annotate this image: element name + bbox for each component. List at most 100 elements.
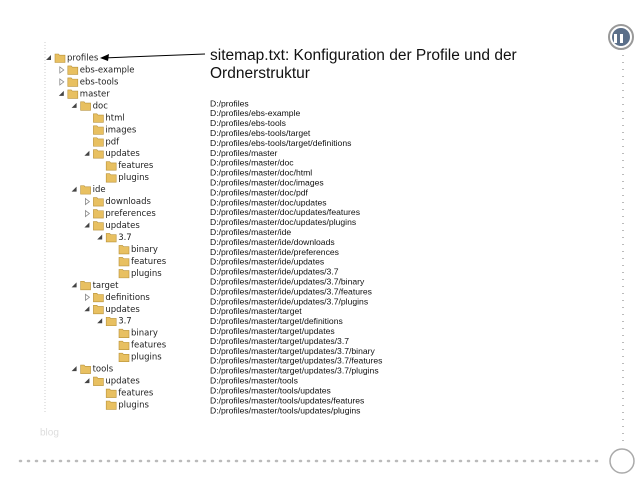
collapse-arrow bbox=[59, 66, 65, 74]
expand-arrow bbox=[97, 318, 103, 324]
path-line: D:/profiles/master/target/updates/3.7/fe… bbox=[210, 356, 382, 366]
path-line: D:/profiles/master/ide/preferences bbox=[210, 247, 339, 257]
folder-label: target bbox=[93, 281, 120, 291]
folder-label: updates bbox=[105, 221, 140, 231]
folder-label: ebs-tools bbox=[80, 77, 119, 87]
folder-label: plugins bbox=[118, 401, 149, 411]
path-line: D:/profiles/master/doc/updates/plugins bbox=[210, 217, 356, 227]
path-line: D:/profiles/master/ide/updates/3.7/binar… bbox=[210, 277, 365, 287]
path-line: D:/profiles/ebs-tools/target/definitions bbox=[210, 138, 351, 148]
path-line: D:/profiles/master/target/updates/3.7 bbox=[210, 336, 349, 346]
folder-label: features bbox=[118, 161, 154, 171]
expand-arrow bbox=[71, 282, 77, 288]
folder-label: plugins bbox=[131, 353, 162, 363]
expand-arrow bbox=[71, 102, 77, 108]
path-line: D:/profiles/master bbox=[210, 148, 277, 158]
expand-arrow bbox=[46, 55, 51, 60]
folder-label: images bbox=[105, 125, 136, 135]
expand-arrow bbox=[84, 306, 90, 312]
folder-label: ide bbox=[93, 185, 106, 195]
folder-label: doc bbox=[93, 101, 109, 111]
path-line: D:/profiles/master/ide bbox=[210, 227, 291, 237]
folder-icon bbox=[80, 364, 91, 374]
path-list: D:/profilesD:/profiles/ebs-exampleD:/pro… bbox=[210, 98, 382, 415]
folder-icon bbox=[118, 257, 130, 267]
collapse-arrow bbox=[85, 197, 91, 206]
path-line: D:/profiles/master/doc/html bbox=[210, 168, 312, 178]
folder-icon bbox=[93, 149, 104, 159]
folder-label: updates bbox=[105, 377, 140, 387]
path-line: D:/profiles/ebs-example bbox=[210, 108, 300, 118]
folder-label: ebs-example bbox=[80, 65, 135, 75]
path-line: D:/profiles/master/target/updates/3.7/pl… bbox=[210, 366, 379, 376]
arrow bbox=[102, 53, 206, 59]
expand-arrow bbox=[58, 90, 64, 96]
folder-icon bbox=[105, 400, 117, 410]
folder-icon bbox=[67, 77, 79, 87]
folder-icon bbox=[80, 185, 91, 195]
folder-label: 3.7 bbox=[118, 317, 132, 327]
folder-icon bbox=[118, 328, 130, 339]
path-line: D:/profiles/master/ide/updates/3.7/featu… bbox=[210, 286, 372, 296]
folder-label: features bbox=[131, 257, 167, 267]
path-line: D:/profiles/master/target/updates bbox=[210, 326, 335, 336]
expand-arrow bbox=[84, 378, 90, 384]
info-i bbox=[620, 34, 623, 43]
folder-icon bbox=[105, 173, 117, 183]
heading: sitemap.txt: Konfiguration der Profile u… bbox=[210, 47, 517, 64]
watermark: blog bbox=[40, 428, 59, 439]
path-line: D:/profiles/master/tools/updates bbox=[210, 385, 331, 395]
collapse-arrow bbox=[85, 209, 91, 218]
folder-icon bbox=[67, 65, 79, 75]
path-line: D:/profiles/master/ide/updates/3.7/plugi… bbox=[210, 296, 368, 306]
folder-icon bbox=[118, 352, 130, 362]
folder-icon bbox=[93, 137, 104, 147]
folder-label: plugins bbox=[131, 269, 162, 279]
path-line: D:/profiles/master/ide/updates bbox=[210, 257, 324, 267]
folder-icon bbox=[105, 388, 117, 398]
folder-label: binary bbox=[131, 329, 158, 339]
path-line: D:/profiles/master/target/updates/3.7/bi… bbox=[210, 346, 375, 356]
folder-label: downloads bbox=[105, 197, 151, 207]
path-line: D:/profiles/master/ide/updates/3.7 bbox=[210, 267, 339, 277]
folder-label: features bbox=[131, 341, 167, 351]
heading: Ordnerstruktur bbox=[210, 65, 310, 82]
info-i bbox=[614, 34, 617, 43]
folder-label: plugins bbox=[118, 173, 149, 183]
path-line: D:/profiles/master/tools/updates/feature… bbox=[210, 395, 364, 405]
folder-label: master bbox=[80, 89, 110, 99]
path-line: D:/profiles bbox=[210, 98, 249, 108]
path-line: D:/profiles/master/doc/updates bbox=[210, 197, 327, 207]
expand-arrow bbox=[71, 366, 77, 372]
path-line: D:/profiles/master/target/definitions bbox=[210, 316, 343, 326]
path-line: D:/profiles/master/tools/updates/plugins bbox=[210, 405, 360, 415]
folder-label: definitions bbox=[105, 293, 150, 303]
expand-arrow bbox=[97, 234, 103, 240]
folder-icon bbox=[93, 293, 104, 303]
folder-icon bbox=[93, 304, 104, 315]
folder-icon bbox=[118, 269, 130, 279]
path-line: D:/profiles/master/doc/pdf bbox=[210, 187, 309, 197]
collapse-arrow bbox=[85, 293, 91, 302]
folder-label: 3.7 bbox=[118, 233, 132, 243]
folder-label: binary bbox=[131, 245, 158, 255]
corner-circle bbox=[609, 448, 635, 474]
path-line: D:/profiles/master/ide/downloads bbox=[210, 237, 335, 247]
folder-icon bbox=[93, 197, 104, 207]
expand-arrow bbox=[84, 222, 90, 228]
folder-icon bbox=[67, 89, 79, 99]
expand-arrow bbox=[71, 186, 77, 192]
path-line: D:/profiles/master/doc/updates/features bbox=[210, 207, 360, 217]
folder-icon bbox=[93, 376, 104, 386]
path-line: D:/profiles/ebs-tools bbox=[210, 118, 286, 128]
path-line: D:/profiles/ebs-tools/target bbox=[210, 128, 311, 138]
arrow-head bbox=[100, 54, 109, 61]
folder-label: updates bbox=[105, 305, 140, 315]
folder-label: updates bbox=[105, 149, 140, 159]
folder-icon bbox=[105, 233, 117, 243]
folder-icon bbox=[80, 281, 91, 291]
collapse-arrow bbox=[59, 78, 65, 86]
